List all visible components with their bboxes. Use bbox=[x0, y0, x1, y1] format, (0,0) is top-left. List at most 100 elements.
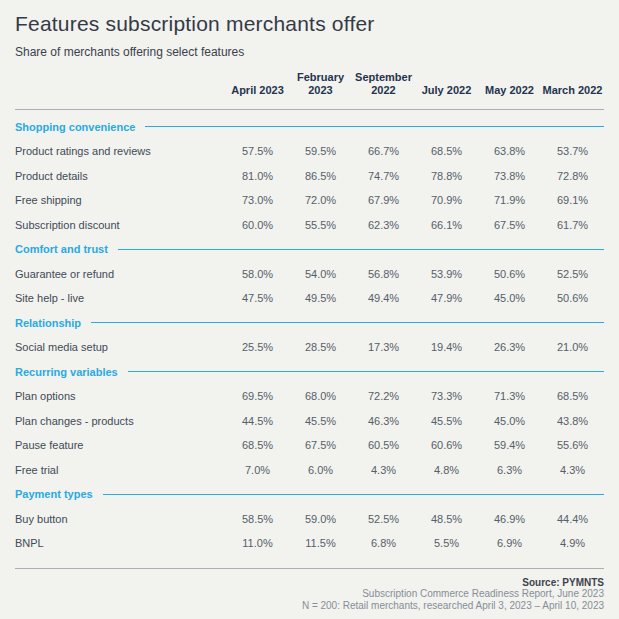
feature-label: Product details bbox=[15, 170, 226, 182]
value-cell: 60.6% bbox=[415, 439, 478, 451]
source-label: Source: PYMNTS bbox=[15, 577, 604, 588]
feature-label: Subscription discount bbox=[15, 219, 226, 231]
value-cell: 71.3% bbox=[478, 390, 541, 402]
value-cell: 61.7% bbox=[541, 219, 604, 231]
table-row: BNPL11.0%11.5%6.8%5.5%6.9%4.9% bbox=[15, 531, 604, 556]
value-cell: 67.5% bbox=[289, 439, 352, 451]
value-cell: 49.4% bbox=[352, 292, 415, 304]
table-row: Free trial7.0%6.0%4.3%4.8%6.3%4.3% bbox=[15, 457, 604, 482]
feature-label: Guarantee or refund bbox=[15, 268, 226, 280]
value-cell: 60.0% bbox=[226, 219, 289, 231]
table-row: Plan changes - products44.5%45.5%46.3%45… bbox=[15, 408, 604, 433]
value-cell: 7.0% bbox=[226, 464, 289, 476]
column-header: September 2022 bbox=[352, 71, 415, 96]
feature-label: Plan changes - products bbox=[15, 415, 226, 427]
value-cell: 25.5% bbox=[226, 341, 289, 353]
value-cell: 54.0% bbox=[289, 268, 352, 280]
value-cell: 55.6% bbox=[541, 439, 604, 451]
value-cell: 70.9% bbox=[415, 194, 478, 206]
feature-label: Social media setup bbox=[15, 341, 226, 353]
value-cell: 6.8% bbox=[352, 537, 415, 549]
table-row: Free shipping73.0%72.0%67.9%70.9%71.9%69… bbox=[15, 188, 604, 213]
value-cell: 6.9% bbox=[478, 537, 541, 549]
section-divider-line bbox=[118, 249, 604, 250]
value-cell: 17.3% bbox=[352, 341, 415, 353]
value-cell: 71.9% bbox=[478, 194, 541, 206]
value-cell: 59.5% bbox=[289, 145, 352, 157]
value-cell: 59.0% bbox=[289, 513, 352, 525]
value-cell: 53.7% bbox=[541, 145, 604, 157]
value-cell: 4.3% bbox=[541, 464, 604, 476]
value-cell: 4.3% bbox=[352, 464, 415, 476]
value-cell: 68.5% bbox=[541, 390, 604, 402]
value-cell: 11.5% bbox=[289, 537, 352, 549]
section-divider-line bbox=[128, 371, 604, 372]
table-row: Social media setup25.5%28.5%17.3%19.4%26… bbox=[15, 335, 604, 360]
value-cell: 48.5% bbox=[415, 513, 478, 525]
features-table: April 2023February 2023September 2022Jul… bbox=[15, 71, 604, 555]
value-cell: 58.5% bbox=[226, 513, 289, 525]
value-cell: 11.0% bbox=[226, 537, 289, 549]
value-cell: 68.5% bbox=[226, 439, 289, 451]
value-cell: 66.1% bbox=[415, 219, 478, 231]
value-cell: 66.7% bbox=[352, 145, 415, 157]
column-header: July 2022 bbox=[415, 84, 478, 97]
value-cell: 69.5% bbox=[226, 390, 289, 402]
table-row: Plan options69.5%68.0%72.2%73.3%71.3%68.… bbox=[15, 384, 604, 409]
value-cell: 50.6% bbox=[478, 268, 541, 280]
section-header-row: Shopping convenience bbox=[15, 114, 604, 139]
value-cell: 19.4% bbox=[415, 341, 478, 353]
value-cell: 44.5% bbox=[226, 415, 289, 427]
value-cell: 52.5% bbox=[541, 268, 604, 280]
feature-label: Free trial bbox=[15, 464, 226, 476]
value-cell: 67.5% bbox=[478, 219, 541, 231]
table-header-row: April 2023February 2023September 2022Jul… bbox=[15, 71, 604, 110]
value-cell: 49.5% bbox=[289, 292, 352, 304]
value-cell: 45.5% bbox=[289, 415, 352, 427]
feature-label: BNPL bbox=[15, 537, 226, 549]
value-cell: 4.9% bbox=[541, 537, 604, 549]
feature-label: Buy button bbox=[15, 513, 226, 525]
value-cell: 26.3% bbox=[478, 341, 541, 353]
feature-label: Plan options bbox=[15, 390, 226, 402]
value-cell: 21.0% bbox=[541, 341, 604, 353]
value-cell: 55.5% bbox=[289, 219, 352, 231]
value-cell: 56.8% bbox=[352, 268, 415, 280]
table-row: Product details81.0%86.5%74.7%78.8%73.8%… bbox=[15, 163, 604, 188]
column-header: February 2023 bbox=[289, 71, 352, 96]
section-header-row: Relationship bbox=[15, 310, 604, 335]
value-cell: 60.5% bbox=[352, 439, 415, 451]
section-header-row: Recurring variables bbox=[15, 359, 604, 384]
section-header-row: Payment types bbox=[15, 482, 604, 507]
section-divider-line bbox=[145, 126, 604, 127]
value-cell: 72.2% bbox=[352, 390, 415, 402]
page: Features subscription merchants offer Sh… bbox=[0, 0, 619, 611]
table-row: Product ratings and reviews57.5%59.5%66.… bbox=[15, 139, 604, 164]
value-cell: 68.5% bbox=[415, 145, 478, 157]
value-cell: 69.1% bbox=[541, 194, 604, 206]
page-subtitle: Share of merchants offering select featu… bbox=[15, 45, 604, 59]
value-cell: 52.5% bbox=[352, 513, 415, 525]
feature-label: Site help - live bbox=[15, 292, 226, 304]
value-cell: 78.8% bbox=[415, 170, 478, 182]
value-cell: 63.8% bbox=[478, 145, 541, 157]
value-cell: 46.9% bbox=[478, 513, 541, 525]
column-header: March 2022 bbox=[541, 84, 604, 97]
footer-sample-line: N = 200: Retail merchants, researched Ap… bbox=[15, 601, 604, 612]
value-cell: 68.0% bbox=[289, 390, 352, 402]
section-label: Payment types bbox=[15, 488, 93, 500]
table-body: Shopping convenienceProduct ratings and … bbox=[15, 114, 604, 555]
feature-label: Pause feature bbox=[15, 439, 226, 451]
value-cell: 86.5% bbox=[289, 170, 352, 182]
table-row: Guarantee or refund58.0%54.0%56.8%53.9%5… bbox=[15, 261, 604, 286]
value-cell: 58.0% bbox=[226, 268, 289, 280]
section-label: Relationship bbox=[15, 317, 81, 329]
value-cell: 50.6% bbox=[541, 292, 604, 304]
value-cell: 45.5% bbox=[415, 415, 478, 427]
value-cell: 72.0% bbox=[289, 194, 352, 206]
value-cell: 74.7% bbox=[352, 170, 415, 182]
page-title: Features subscription merchants offer bbox=[15, 10, 604, 36]
footer: Source: PYMNTS Subscription Commerce Rea… bbox=[15, 577, 604, 611]
footer-report-line: Subscription Commerce Readiness Report, … bbox=[15, 589, 604, 600]
table-row: Buy button58.5%59.0%52.5%48.5%46.9%44.4% bbox=[15, 506, 604, 531]
